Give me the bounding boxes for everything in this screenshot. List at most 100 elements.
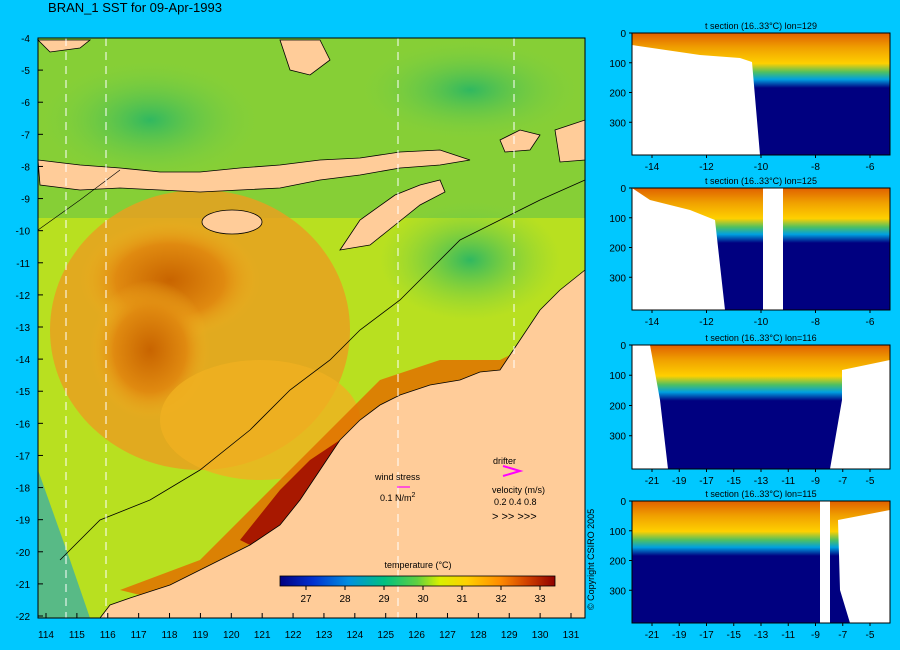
lat-tick-label: -14 xyxy=(16,355,31,366)
lon-tick-label: 131 xyxy=(563,630,580,641)
section-depth-label: 100 xyxy=(609,527,626,538)
velocity-values: 0.2 0.4 0.8 xyxy=(494,497,537,507)
lon-tick-label: 123 xyxy=(316,630,333,641)
map-title: BRAN_1 SST for 09-Apr-1993 xyxy=(48,0,222,15)
section-lat-label: -19 xyxy=(672,630,687,641)
sst-map xyxy=(37,37,586,619)
section-title: t section (16..33°C) lon=129 xyxy=(705,21,817,31)
colorbar-tick-label: 27 xyxy=(300,594,312,605)
depth-section-panel: t section (16..33°C) lon=129 0 100 200 300 -1… xyxy=(609,21,891,173)
lat-tick-label: -15 xyxy=(16,387,31,398)
section-lat-label: -19 xyxy=(672,476,687,487)
section-depth-label: 100 xyxy=(609,214,626,225)
colorbar-tick-label: 29 xyxy=(378,594,390,605)
section-lat-label: -12 xyxy=(699,317,714,328)
section-depth-label: 0 xyxy=(620,341,626,352)
colorbar-tick-label: 30 xyxy=(417,594,429,605)
section-depth-label: 300 xyxy=(609,586,626,597)
section-lat-label: -10 xyxy=(754,162,769,173)
wind-stress-value: 0.1 N/m2 xyxy=(380,492,416,503)
section-lat-label: -5 xyxy=(866,476,875,487)
section-depth-label: 200 xyxy=(609,401,626,412)
section-lat-label: -9 xyxy=(811,476,820,487)
section-lat-label: -13 xyxy=(754,476,769,487)
section-depth-label: 0 xyxy=(620,29,626,40)
lon-tick-label: 128 xyxy=(470,630,487,641)
lon-tick-label: 122 xyxy=(285,630,302,641)
section-lat-label: -14 xyxy=(645,317,660,328)
lon-tick-label: 121 xyxy=(254,630,271,641)
lon-tick-label: 126 xyxy=(408,630,425,641)
section-depth-label: 0 xyxy=(620,497,626,508)
lon-tick-label: 117 xyxy=(131,630,147,641)
colorbar-tick-label: 33 xyxy=(534,594,546,605)
section-depth-label: 300 xyxy=(609,273,626,284)
section-lat-label: -6 xyxy=(866,317,875,328)
colorbar-tick-label: 32 xyxy=(495,594,507,605)
lat-tick-label: -7 xyxy=(21,130,30,141)
lat-tick-label: -18 xyxy=(16,484,31,495)
depth-section-panel: t section (16..33°C) lon=116 0 100 200 300 -2… xyxy=(609,333,891,487)
lat-tick-label: -20 xyxy=(16,548,31,559)
section-lat-label: -8 xyxy=(811,317,820,328)
lon-tick-label: 130 xyxy=(532,630,549,641)
section-depth-label: 0 xyxy=(620,184,626,195)
section-depth-label: 100 xyxy=(609,371,626,382)
lon-tick-label: 115 xyxy=(69,630,85,641)
section-lat-label: -15 xyxy=(727,476,742,487)
depth-section-panel: t section (16..33°C) lon=115 0 100 200 300 -2… xyxy=(609,489,891,641)
section-lat-label: -14 xyxy=(645,162,660,173)
wind-stress-label: wind stress xyxy=(374,472,421,482)
lat-tick-label: -9 xyxy=(21,195,30,206)
section-lat-label: -15 xyxy=(727,630,742,641)
section-title: t section (16..33°C) lon=125 xyxy=(705,176,817,186)
colorbar-ticks: 27 28 29 30 31 32 33 xyxy=(300,586,546,605)
lat-tick-label: -19 xyxy=(16,516,31,527)
section-lat-label: -11 xyxy=(781,630,795,641)
section-depth-label: 200 xyxy=(609,557,626,568)
lat-tick-label: -6 xyxy=(21,98,30,109)
lon-tick-label: 127 xyxy=(439,630,456,641)
section-depth-label: 200 xyxy=(609,244,626,255)
section-title: t section (16..33°C) lon=116 xyxy=(705,333,816,343)
section-lat-label: -11 xyxy=(781,476,795,487)
drifter-arrow-icon xyxy=(502,465,524,477)
lon-tick-label: 120 xyxy=(223,630,240,641)
colorbar-tick-label: 28 xyxy=(339,594,351,605)
section-lat-label: -17 xyxy=(699,630,714,641)
lat-tick-label: -22 xyxy=(16,612,31,623)
latitude-axis: -4 -5 -6 -7 -8 -9 -10 -11 -12 -13 -14 -15 -16 -17 -18 -… xyxy=(16,34,43,623)
lon-tick-label: 124 xyxy=(346,630,363,641)
section-title: t section (16..33°C) lon=115 xyxy=(705,489,816,499)
colorbar xyxy=(279,575,556,587)
section-lat-label: -9 xyxy=(811,630,820,641)
lat-tick-label: -5 xyxy=(21,66,30,77)
section-lat-label: -7 xyxy=(838,476,847,487)
lon-tick-label: 116 xyxy=(100,630,116,641)
section-lat-label: -17 xyxy=(699,476,714,487)
section-depth-label: 100 xyxy=(609,59,626,70)
section-depth-label: 300 xyxy=(609,432,626,443)
section-lat-label: -6 xyxy=(866,162,875,173)
velocity-arrows-icon: > >> >>> xyxy=(492,511,537,523)
section-lat-label: -21 xyxy=(645,630,660,641)
colorbar-label: temperature (°C) xyxy=(384,560,451,570)
lat-tick-label: -13 xyxy=(16,323,31,334)
lat-tick-label: -4 xyxy=(21,34,30,45)
lat-tick-label: -16 xyxy=(16,419,31,430)
colorbar-tick-label: 31 xyxy=(456,594,468,605)
lon-tick-label: 118 xyxy=(162,630,178,641)
lon-tick-label: 119 xyxy=(192,630,208,641)
velocity-label: velocity (m/s) xyxy=(492,485,545,495)
section-lat-label: -10 xyxy=(754,317,769,328)
australia-landmass xyxy=(99,269,586,619)
lat-tick-label: -12 xyxy=(16,291,31,302)
section-lat-label: -21 xyxy=(645,476,660,487)
section-depth-label: 300 xyxy=(609,118,626,129)
lon-tick-label: 114 xyxy=(38,630,54,641)
lon-tick-label: 125 xyxy=(377,630,394,641)
lat-tick-label: -17 xyxy=(16,451,31,462)
copyright-notice: © Copyright CSIRO 2005 xyxy=(586,508,596,610)
depth-section-panel: t section (16..33°C) lon=125 0 100 200 300 -1… xyxy=(609,176,891,328)
